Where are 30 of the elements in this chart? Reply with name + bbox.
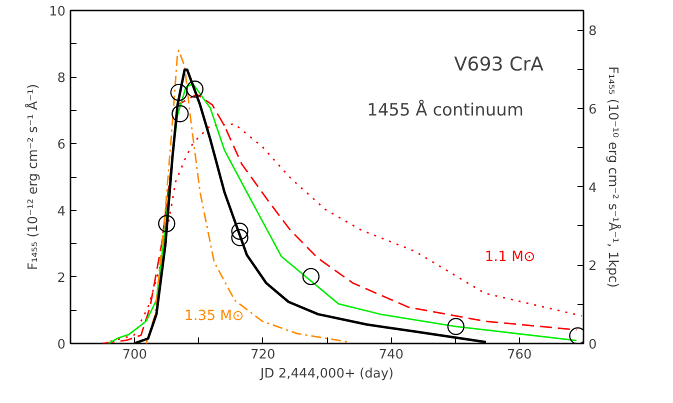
annotation: 1455 Å continuum xyxy=(367,100,524,120)
y2-tick-label: 0 xyxy=(588,338,597,352)
point xyxy=(158,215,176,232)
x-axis-title: JD 2,444,000+ (day) xyxy=(259,366,394,382)
y-tick-label: 6 xyxy=(57,138,66,153)
point xyxy=(302,268,320,286)
y2-tick-label: 2 xyxy=(588,259,597,274)
y2-axis-title: F₁₄₅₅ (10⁻¹⁰ erg cm⁻² s⁻¹Å⁻¹, 1kpc) xyxy=(604,66,622,288)
y2-tick-label: 6 xyxy=(588,102,597,118)
y-tick-label: 10 xyxy=(48,4,66,20)
y-tick-label: 4 xyxy=(57,204,66,220)
x-tick-label: 740 xyxy=(378,348,404,362)
y-tick-label: 2 xyxy=(57,270,66,286)
annotation: V693 CrA xyxy=(454,54,544,76)
y2-tick-label: 4 xyxy=(588,180,597,196)
y-axis-title: F₁₄₅₅ (10⁻¹² erg cm⁻² s⁻¹ Å⁻¹) xyxy=(24,84,41,270)
y-tick-label: 0 xyxy=(57,338,66,352)
series-label: 1.35 M⊙ xyxy=(184,308,244,324)
point xyxy=(172,105,189,122)
y2-tick-label: 8 xyxy=(588,24,597,40)
point xyxy=(170,84,188,101)
series-label: 1.1 M⊙ xyxy=(484,249,536,266)
point xyxy=(231,229,248,246)
point xyxy=(447,318,464,336)
x-tick-label: 760 xyxy=(506,348,532,362)
point xyxy=(186,80,204,98)
x-tick-label: 700 xyxy=(122,348,148,362)
point xyxy=(231,222,248,240)
y-tick-label: 8 xyxy=(57,71,66,86)
x-tick-label: 720 xyxy=(250,348,276,362)
